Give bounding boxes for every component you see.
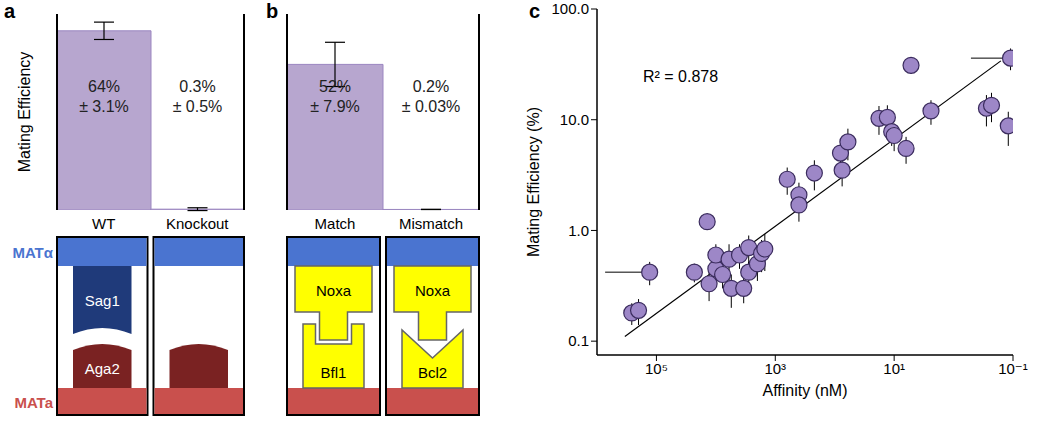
svg-text:10.0: 10.0	[560, 111, 589, 128]
svg-text:Sag1: Sag1	[85, 292, 120, 309]
svg-text:64%± 3.1%: 64%± 3.1%	[79, 78, 129, 115]
svg-text:0.2%± 0.03%: 0.2%± 0.03%	[402, 78, 461, 115]
svg-text:Knockout: Knockout	[166, 215, 229, 232]
svg-text:52%± 7.9%: 52%± 7.9%	[310, 78, 360, 115]
svg-text:10⁻¹: 10⁻¹	[998, 360, 1028, 377]
svg-text:Affinity (nM): Affinity (nM)	[762, 382, 847, 399]
svg-text:Bfl1: Bfl1	[321, 364, 347, 381]
svg-text:MATα: MATα	[12, 244, 53, 261]
svg-text:R² = 0.878: R² = 0.878	[643, 68, 718, 85]
svg-text:100.0: 100.0	[551, 0, 589, 17]
svg-text:Mating Efficiency (%): Mating Efficiency (%)	[525, 107, 542, 257]
svg-text:10¹: 10¹	[883, 360, 905, 377]
svg-text:Aga2: Aga2	[85, 360, 120, 377]
html-text:a: a	[4, 0, 16, 22]
html-text:b: b	[266, 0, 279, 22]
svg-text:Noxa: Noxa	[415, 282, 451, 299]
svg-text:Mating Efficiency: Mating Efficiency	[16, 52, 33, 173]
svg-text:0.1: 0.1	[568, 332, 589, 349]
svg-text:Match: Match	[315, 215, 356, 232]
html-text:c: c	[529, 0, 541, 22]
svg-text:0.3%± 0.5%: 0.3%± 0.5%	[173, 78, 223, 115]
svg-text:Mismatch: Mismatch	[399, 215, 463, 232]
svg-text:10³: 10³	[764, 360, 786, 377]
svg-text:Bcl2: Bcl2	[418, 364, 447, 381]
svg-text:WT: WT	[92, 215, 115, 232]
svg-text:1.0: 1.0	[568, 222, 589, 239]
svg-text:MATa: MATa	[14, 394, 53, 411]
svg-text:Noxa: Noxa	[316, 282, 352, 299]
svg-text:10⁵: 10⁵	[645, 360, 668, 377]
